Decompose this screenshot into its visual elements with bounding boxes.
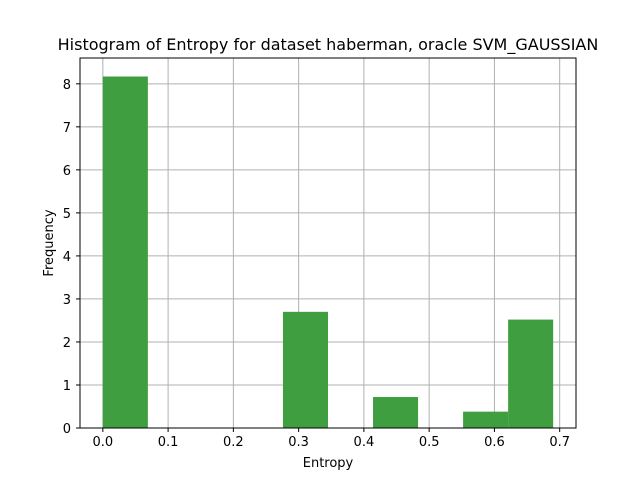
- x-tick-label-6: 0.6: [484, 435, 505, 450]
- y-tick-label-7: 7: [63, 121, 71, 136]
- y-axis-label: Frequency: [42, 209, 57, 276]
- y-tick-label-2: 2: [63, 336, 71, 351]
- histogram-bar-4: [282, 311, 328, 428]
- x-tick-label-1: 0.1: [158, 435, 179, 450]
- y-tick-label-5: 5: [63, 207, 71, 222]
- x-tick-label-2: 0.2: [223, 435, 244, 450]
- y-tick-label-3: 3: [63, 293, 71, 308]
- x-tick-label-4: 0.4: [354, 435, 375, 450]
- y-axis-ticks: 0 1 2 3 4 5 6 7 8: [63, 78, 80, 437]
- x-tick-label-5: 0.5: [419, 435, 440, 450]
- histogram-bar-9: [508, 319, 554, 428]
- histogram-bars: [102, 76, 554, 428]
- histogram-bar-0: [102, 76, 148, 428]
- y-tick-label-6: 6: [63, 164, 71, 179]
- histogram-bar-8: [463, 411, 509, 428]
- y-tick-label-8: 8: [63, 78, 71, 93]
- y-tick-label-0: 0: [63, 422, 71, 437]
- x-axis-label: Entropy: [303, 456, 354, 471]
- y-tick-label-4: 4: [63, 250, 71, 265]
- x-tick-label-0: 0.0: [92, 435, 113, 450]
- x-axis-ticks: 0.0 0.1 0.2 0.3 0.4 0.5 0.6 0.7: [92, 428, 570, 450]
- plot-area-frame: [79, 57, 577, 429]
- y-tick-label-1: 1: [63, 379, 71, 394]
- x-tick-label-7: 0.7: [549, 435, 570, 450]
- histogram-bar-6: [373, 397, 419, 428]
- x-tick-label-3: 0.3: [288, 435, 309, 450]
- chart-title: Histogram of Entropy for dataset haberma…: [58, 35, 599, 55]
